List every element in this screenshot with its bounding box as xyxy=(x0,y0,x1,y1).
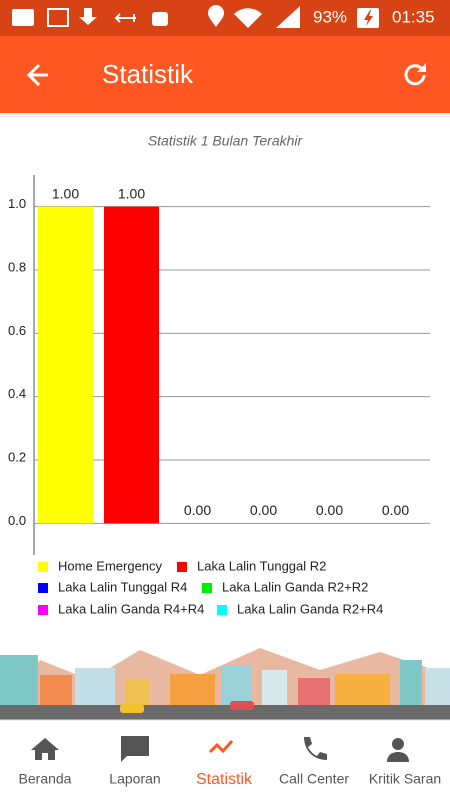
legend-swatch xyxy=(217,605,227,615)
city-illustration xyxy=(0,648,450,720)
chart-subtitle: Statistik 1 Bulan Terakhir xyxy=(148,133,304,149)
app-bar-shadow xyxy=(0,113,450,117)
nav-label[interactable]: Call Center xyxy=(279,771,349,787)
legend-swatch xyxy=(202,583,212,593)
legend-label: Home Emergency xyxy=(58,558,163,573)
y-tick-label: 0.8 xyxy=(8,259,26,274)
data-label: 0.00 xyxy=(382,502,409,518)
y-tick-label: 0.0 xyxy=(8,513,26,528)
refresh-button[interactable] xyxy=(404,63,426,86)
data-label: 0.00 xyxy=(184,502,211,518)
legend-swatch xyxy=(177,562,187,572)
legend-swatch xyxy=(38,583,48,593)
bar xyxy=(38,206,93,524)
legend-label: Laka Lalin Tunggal R2 xyxy=(197,558,326,573)
legend-label: Laka Lalin Ganda R4+R4 xyxy=(58,601,204,616)
chart: Statistik 1 Bulan Terakhir 0.0 0.2 0.4 0.6 0… xyxy=(8,133,430,616)
nav-label[interactable]: Kritik Saran xyxy=(369,771,441,787)
nav-label[interactable]: Beranda xyxy=(19,771,72,787)
status-icons xyxy=(12,5,379,28)
y-tick-label: 1.0 xyxy=(8,196,26,211)
nav-label[interactable]: Laporan xyxy=(109,771,160,787)
data-label: 0.00 xyxy=(316,502,343,518)
legend-label: Laka Lalin Ganda R2+R4 xyxy=(237,601,383,616)
app-bar xyxy=(0,36,450,113)
back-button[interactable] xyxy=(26,63,48,87)
data-label: 0.00 xyxy=(250,502,277,518)
clock: 01:35 xyxy=(392,7,435,26)
legend-label: Laka Lalin Ganda R2+R2 xyxy=(222,579,368,594)
bottom-nav xyxy=(0,720,450,800)
nav-label[interactable]: Statistik xyxy=(196,771,253,788)
app-title: Statistik xyxy=(102,59,194,89)
y-tick-label: 0.6 xyxy=(8,323,26,338)
data-label: 1.00 xyxy=(118,185,145,201)
data-label: 1.00 xyxy=(52,185,79,201)
y-tick-label: 0.2 xyxy=(8,449,26,464)
legend-swatch xyxy=(38,562,48,572)
legend-swatch xyxy=(38,605,48,615)
nav-icons xyxy=(31,736,409,762)
legend-label: Laka Lalin Tunggal R4 xyxy=(58,579,187,594)
bar xyxy=(104,206,159,524)
battery-text: 93% xyxy=(313,7,347,26)
y-tick-label: 0.4 xyxy=(8,386,26,401)
